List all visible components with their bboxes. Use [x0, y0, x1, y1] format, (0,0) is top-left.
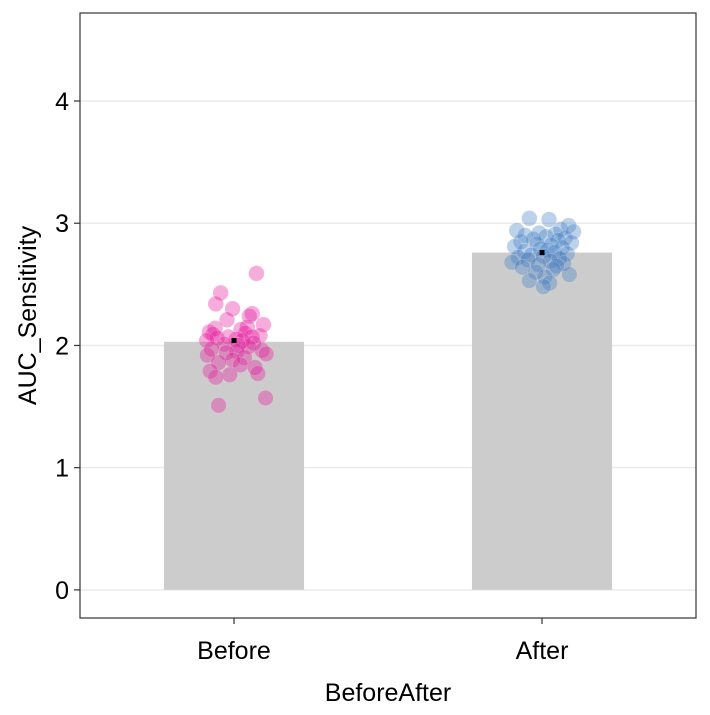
y-tick-label: 4 [55, 88, 69, 116]
y-tick-label: 0 [55, 577, 69, 605]
point-after [551, 250, 568, 267]
mean-marker-before [231, 338, 237, 344]
point-after [521, 272, 538, 289]
point-before [232, 321, 250, 338]
point-before [212, 284, 229, 301]
point-before [201, 323, 218, 341]
x-axis-title: BeforeAfter [325, 679, 451, 707]
point-before [246, 359, 264, 376]
point-after [563, 234, 580, 251]
point-after [503, 254, 520, 271]
point-after [535, 278, 552, 295]
point-before [236, 349, 253, 366]
point-before [245, 334, 262, 352]
point-after [561, 266, 578, 283]
point-before [232, 356, 249, 374]
point-after [559, 245, 576, 262]
point-after [523, 246, 540, 264]
point-before [241, 308, 258, 325]
point-after [555, 255, 572, 272]
point-after [514, 259, 531, 276]
point-before [198, 332, 215, 349]
axes: 0 1 2 3 4 Before After [55, 88, 568, 665]
point-after [560, 217, 577, 234]
point-after [519, 251, 537, 268]
point-after [548, 257, 565, 275]
mean-marker-after [539, 250, 545, 256]
point-after [510, 249, 527, 266]
point-after [545, 261, 562, 278]
point-after [525, 231, 542, 248]
point-before [239, 319, 256, 336]
point-before [199, 347, 216, 364]
point-after [531, 224, 548, 242]
point-before [207, 369, 224, 386]
point-before [210, 354, 227, 371]
y-tick-label: 2 [55, 332, 69, 360]
point-before [218, 311, 236, 328]
point-before [224, 300, 241, 317]
x-tick-label: After [516, 637, 569, 665]
point-before [202, 363, 219, 380]
point-before [210, 397, 227, 414]
point-before [228, 343, 245, 360]
mean-markers [231, 250, 545, 344]
bars [163, 252, 613, 590]
panel-border [79, 12, 697, 619]
point-after [527, 264, 544, 281]
point-before [253, 342, 271, 359]
point-before [216, 336, 233, 353]
point-before [257, 389, 274, 407]
data-points [198, 210, 582, 414]
point-before [244, 305, 261, 322]
point-after [506, 238, 523, 255]
point-before [218, 344, 235, 361]
point-before [203, 341, 220, 358]
point-before [258, 345, 275, 363]
point-before [251, 327, 269, 344]
point-after [530, 256, 547, 273]
point-after [552, 221, 570, 238]
point-after [512, 233, 530, 250]
point-after [550, 232, 567, 249]
bar-after [471, 252, 613, 590]
y-tick-label: 1 [55, 455, 69, 483]
point-before [207, 295, 224, 312]
point-after [543, 237, 560, 254]
point-after [517, 227, 534, 244]
x-tick-label: Before [197, 637, 271, 665]
point-after [516, 243, 533, 260]
point-before [204, 326, 222, 343]
bar-before [163, 341, 305, 590]
point-after [541, 275, 558, 292]
point-after [538, 228, 555, 245]
point-after [536, 268, 553, 286]
point-before [224, 352, 241, 369]
point-after [540, 211, 558, 228]
y-tick-label: 3 [55, 210, 69, 238]
y-axis-title: AUC_Sensitivity [14, 225, 42, 405]
point-before [244, 328, 261, 345]
point-after [557, 229, 574, 246]
point-after [528, 235, 546, 253]
point-after [565, 223, 582, 240]
point-after [521, 210, 538, 227]
point-after [542, 253, 559, 270]
point-after [508, 222, 525, 239]
point-before [209, 330, 226, 347]
point-before [248, 265, 265, 282]
point-after [546, 244, 563, 261]
point-before [240, 338, 257, 355]
point-before [249, 365, 266, 382]
point-after [547, 226, 564, 243]
point-before [221, 366, 238, 383]
point-before [237, 325, 254, 342]
point-before [206, 320, 224, 337]
point-before [255, 316, 272, 333]
point-after [554, 239, 571, 256]
